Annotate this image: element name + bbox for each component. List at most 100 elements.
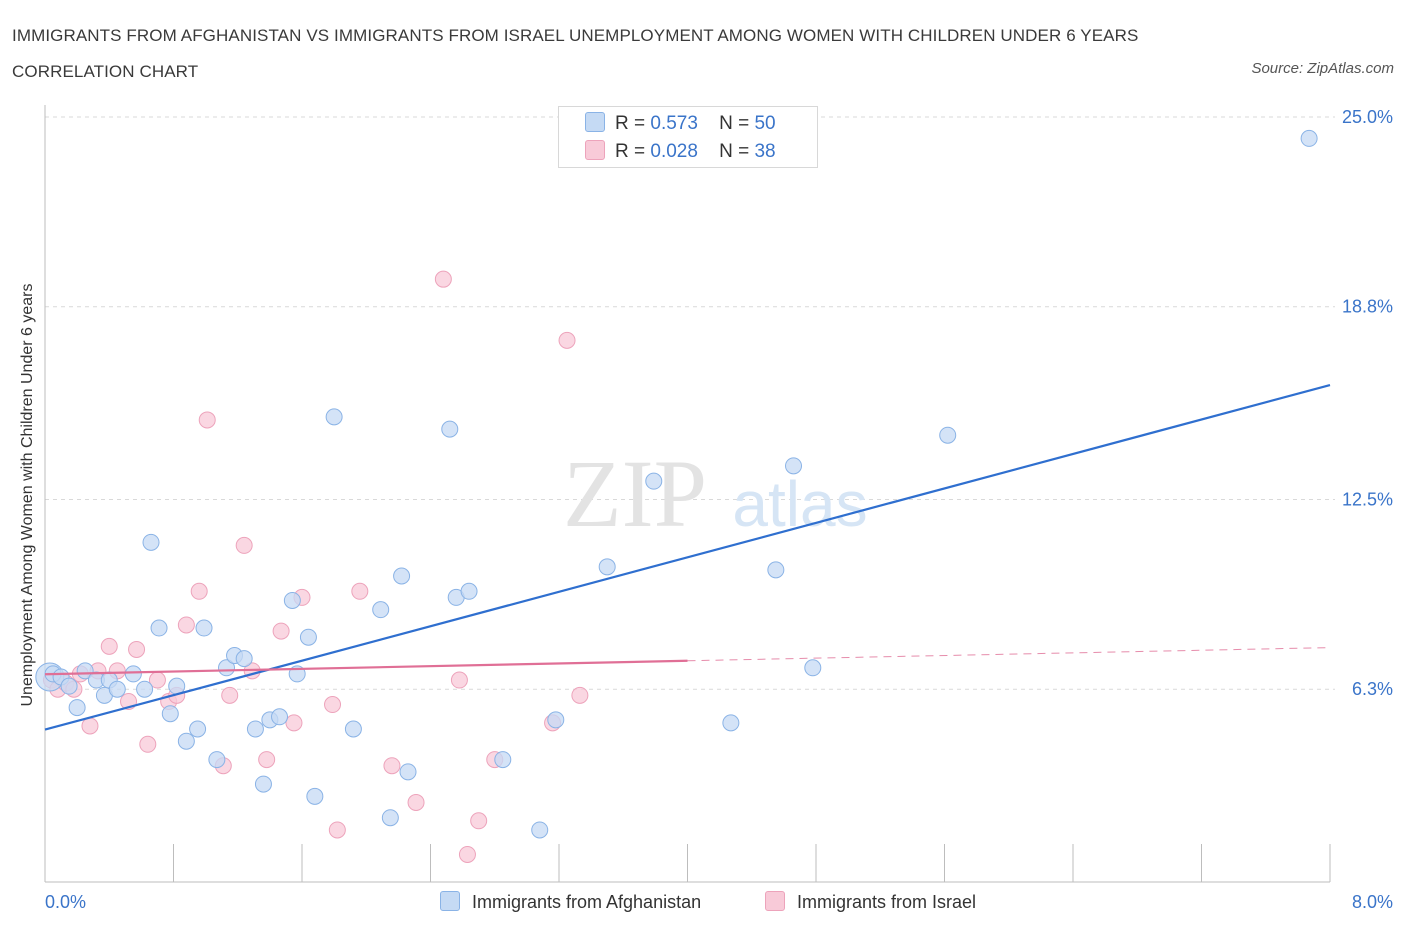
trend-lines: [44, 383, 1331, 731]
data-point-afghanistan: [598, 558, 616, 576]
data-point-afghanistan: [785, 457, 803, 475]
stats-row-afghanistan: R = 0.573 N = 50: [585, 111, 776, 136]
data-point-afghanistan: [235, 650, 253, 668]
data-point-afghanistan: [1300, 129, 1318, 147]
data-point-afghanistan: [494, 751, 512, 769]
stats-legend: R = 0.573 N = 50 R = 0.028 N = 38: [558, 106, 818, 168]
r-value: 0.028: [650, 141, 698, 162]
data-point-israel: [221, 686, 239, 704]
y-tick-label: 25.0%: [1342, 107, 1393, 127]
data-point-afghanistan: [283, 591, 301, 609]
stats-row-israel: R = 0.028 N = 38: [585, 139, 776, 164]
legend-label-afghanistan: Immigrants from Afghanistan: [472, 892, 702, 912]
data-point-afghanistan: [325, 408, 343, 426]
y-tick-label: 6.3%: [1352, 679, 1393, 699]
data-point-israel: [128, 640, 146, 658]
israel-swatch: [585, 139, 605, 160]
data-point-afghanistan: [142, 533, 160, 551]
data-point-afghanistan: [76, 662, 94, 680]
data-point-afghanistan: [108, 680, 126, 698]
afghanistan-legend-swatch: [440, 891, 460, 912]
data-point-afghanistan: [299, 628, 317, 646]
data-point-israel: [177, 616, 195, 634]
data-point-israel: [139, 735, 157, 753]
chart-title: IMMIGRANTS FROM AFGHANISTAN VS IMMIGRANT…: [12, 26, 1139, 81]
data-point-israel: [458, 845, 476, 863]
data-point-afghanistan: [804, 659, 822, 677]
n-value: 38: [754, 141, 776, 162]
trend-line-israel-extension: [687, 647, 1331, 662]
data-point-israel: [351, 582, 369, 600]
source-label: Source: ZipAtlas.com: [1251, 60, 1394, 77]
y-tick-label: 12.5%: [1342, 490, 1393, 510]
data-point-israel: [324, 696, 342, 714]
legend-item-israel[interactable]: Immigrants from Israel: [765, 889, 976, 915]
data-point-israel: [558, 331, 576, 349]
trend-line-israel: [44, 659, 688, 676]
data-point-afghanistan: [531, 821, 549, 839]
legend-label-israel: Immigrants from Israel: [797, 892, 977, 912]
data-point-afghanistan: [195, 619, 213, 637]
grid-lines: [45, 116, 1335, 690]
data-point-afghanistan: [767, 561, 785, 579]
data-point-afghanistan: [460, 582, 478, 600]
r-value: 0.573: [650, 113, 698, 134]
israel-legend-swatch: [765, 891, 785, 912]
data-point-israel: [328, 821, 346, 839]
data-point-afghanistan: [939, 426, 957, 444]
data-point-afghanistan: [547, 711, 565, 729]
data-point-afghanistan: [344, 720, 362, 738]
data-point-israel: [190, 582, 208, 600]
data-point-afghanistan: [393, 567, 411, 585]
x-tick-label: 0.0%: [45, 892, 86, 912]
data-point-afghanistan: [441, 420, 459, 438]
data-point-afghanistan: [381, 809, 399, 827]
data-point-israel: [198, 411, 216, 429]
data-point-afghanistan: [372, 601, 390, 619]
data-point-israel: [571, 686, 589, 704]
data-point-afghanistan: [150, 619, 168, 637]
data-point-israel: [470, 812, 488, 830]
data-point-afghanistan: [161, 705, 179, 723]
n-label: N =: [719, 141, 750, 162]
data-point-israel: [272, 622, 290, 640]
data-point-afghanistan: [306, 787, 324, 805]
data-point-israel: [407, 793, 425, 811]
data-point-israel: [383, 757, 401, 775]
data-point-israel: [285, 714, 303, 732]
data-point-afghanistan: [136, 680, 154, 698]
data-point-israel: [434, 270, 452, 288]
data-point-afghanistan: [645, 472, 663, 490]
data-point-israel: [450, 671, 468, 689]
x-tick-label: 8.0%: [1352, 892, 1393, 912]
data-point-israel: [81, 717, 99, 735]
r-label: R =: [615, 113, 646, 134]
axes: [44, 105, 1331, 883]
data-point-afghanistan: [189, 720, 207, 738]
data-point-afghanistan: [246, 720, 264, 738]
data-point-afghanistan: [68, 699, 86, 717]
data-point-israel: [235, 536, 253, 554]
r-label: R =: [615, 141, 646, 162]
data-point-afghanistan: [177, 732, 195, 750]
data-point-israel: [258, 751, 276, 769]
data-point-afghanistan: [124, 665, 142, 683]
data-point-afghanistan: [254, 775, 272, 793]
series-israel-points: [42, 270, 589, 863]
y-tick-label: 18.8%: [1342, 297, 1393, 317]
legend-item-afghanistan[interactable]: Immigrants from Afghanistan: [440, 889, 701, 915]
data-point-afghanistan: [399, 763, 417, 781]
n-value: 50: [754, 113, 776, 134]
data-point-israel: [100, 637, 118, 655]
series-afghanistan-points: [35, 129, 1318, 839]
data-point-afghanistan: [218, 659, 236, 677]
trend-line-afghanistan: [44, 383, 1331, 731]
afghanistan-swatch: [585, 111, 605, 132]
tick-labels: 6.3% 12.5% 18.8% 25.0% 0.0% 8.0%: [45, 107, 1393, 912]
watermark: ZIP atlas: [563, 440, 868, 547]
watermark-atlas: atlas: [732, 468, 867, 540]
data-point-afghanistan: [722, 714, 740, 732]
data-point-afghanistan: [271, 708, 289, 726]
watermark-zip: ZIP: [563, 440, 707, 547]
